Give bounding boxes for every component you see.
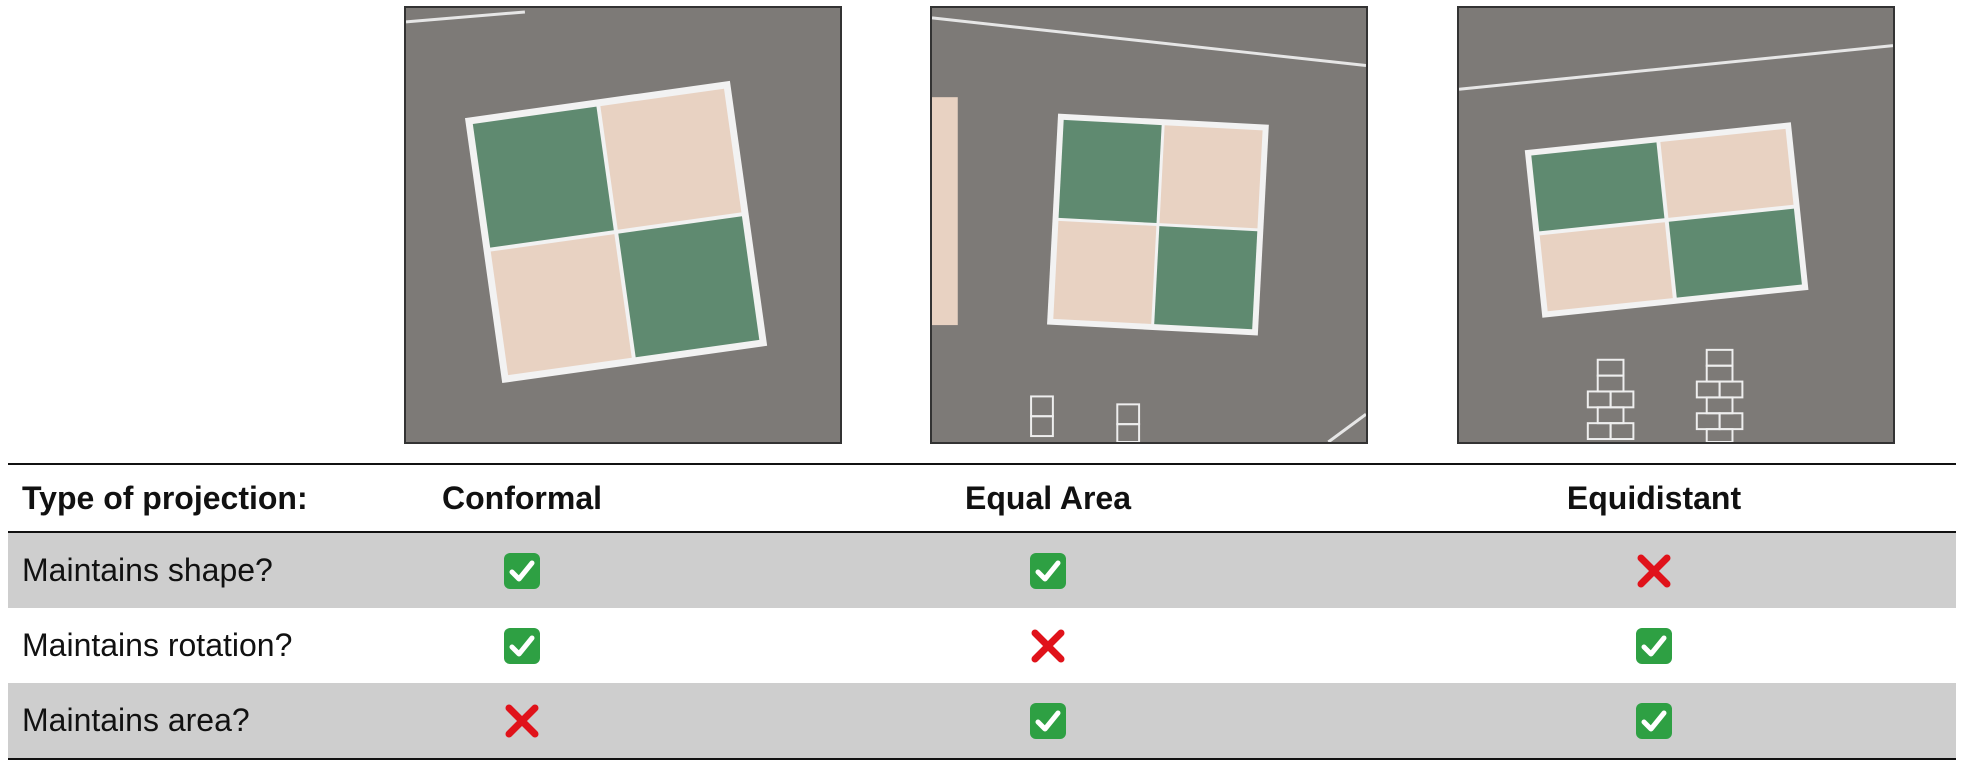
- header-equal-area: Equal Area: [965, 479, 1131, 516]
- equidistant-projection-photo: [1457, 6, 1895, 444]
- header-conformal: Conformal: [442, 479, 602, 516]
- table-row-area: Maintains area?: [8, 683, 1956, 758]
- check-mark-icon: [503, 627, 541, 665]
- table-header-row: Type of projection: Conformal Equal Area…: [8, 465, 1956, 533]
- row-label-area: Maintains area?: [22, 702, 250, 738]
- check-mark-icon: [1029, 702, 1067, 740]
- row-label-rotation: Maintains rotation?: [22, 627, 293, 663]
- conformal-projection-photo: [404, 6, 842, 444]
- header-row-label: Type of projection:: [22, 479, 308, 516]
- check-mark-icon: [1029, 552, 1067, 590]
- row-label-shape: Maintains shape?: [22, 552, 273, 588]
- check-mark-icon: [1635, 702, 1673, 740]
- cross-mark-icon: [503, 702, 541, 740]
- equal-area-aerial-image: [932, 8, 1366, 442]
- projection-comparison-table: Type of projection: Conformal Equal Area…: [8, 463, 1956, 760]
- equidistant-aerial-image: [1459, 8, 1893, 442]
- cross-mark-icon: [1029, 627, 1067, 665]
- cross-mark-icon: [1635, 552, 1673, 590]
- check-mark-icon: [1635, 627, 1673, 665]
- check-mark-icon: [503, 552, 541, 590]
- table-row-shape: Maintains shape?: [8, 533, 1956, 608]
- equal-area-projection-photo: [930, 6, 1368, 444]
- table-row-rotation: Maintains rotation?: [8, 608, 1956, 683]
- header-equidistant: Equidistant: [1566, 479, 1742, 516]
- conformal-aerial-image: [406, 8, 840, 442]
